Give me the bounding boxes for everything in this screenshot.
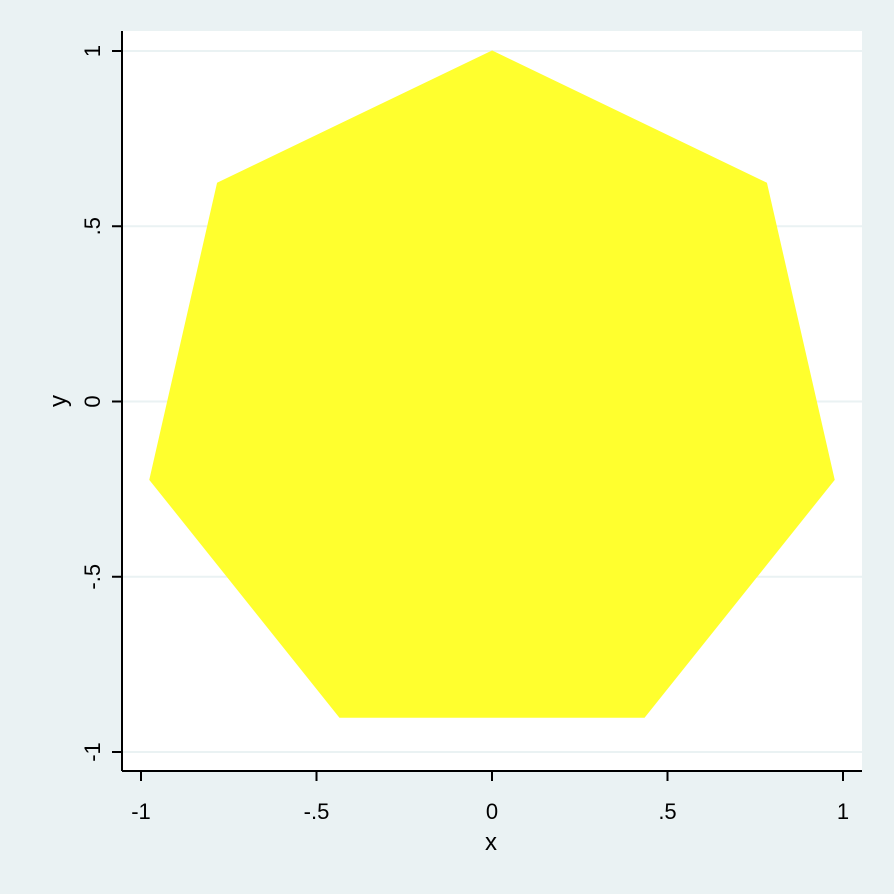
- x-tick-label: -.5: [304, 799, 330, 824]
- x-tick-label: -1: [131, 799, 151, 824]
- y-tick-label: 1: [80, 45, 105, 57]
- series-layer: [149, 50, 835, 718]
- x-axis-ticks: -1 -.5 0 .5 1: [131, 771, 849, 824]
- y-tick-label: 0: [80, 395, 105, 407]
- x-axis-title: x: [485, 829, 497, 856]
- y-tick-label: -.5: [80, 564, 105, 590]
- x-tick-label: .5: [658, 799, 676, 824]
- y-axis-ticks: -1 -.5 0 .5 1: [80, 45, 122, 762]
- heptagon-area: [149, 50, 835, 718]
- y-axis-title: y: [45, 395, 72, 407]
- x-tick-label: 0: [486, 799, 498, 824]
- y-tick-label: -1: [80, 742, 105, 762]
- y-tick-label: .5: [80, 217, 105, 235]
- x-tick-label: 1: [837, 799, 849, 824]
